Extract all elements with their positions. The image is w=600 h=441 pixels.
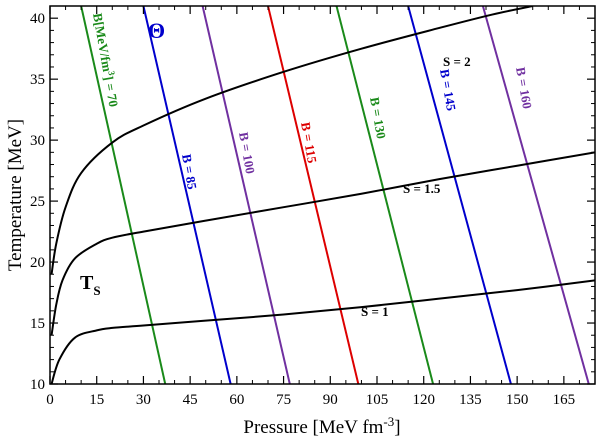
y-tick-label: 40 [30, 11, 45, 27]
bag-line-4 [335, 6, 435, 384]
x-tick-label: 150 [506, 392, 529, 408]
bag-line-1 [142, 6, 232, 384]
ts-label: TS [80, 272, 101, 298]
label-b70: B[MeV/fm3] = 70 [90, 12, 122, 108]
chart-annotations: B[MeV/fm3] = 70 B = 85 B = 100 B = 115 B… [80, 12, 535, 319]
theta-symbol: Θ [148, 18, 165, 43]
bag-line-5 [407, 6, 512, 384]
label-s15: S = 1.5 [403, 181, 441, 196]
label-b85: B = 85 [179, 153, 200, 191]
x-tick-label: 120 [412, 392, 435, 408]
x-tick-label: 165 [553, 392, 576, 408]
y-axis-title: Temperature [MeV] [5, 119, 26, 271]
label-b160: B = 160 [513, 66, 535, 110]
x-axis-title: Pressure [MeV fm-3] [243, 414, 400, 438]
bag-line-0 [80, 6, 167, 384]
x-tick-label: 90 [323, 392, 338, 408]
x-tick-label: 0 [46, 392, 54, 408]
bag-line-2 [201, 6, 291, 384]
label-b130: B = 130 [367, 96, 389, 140]
y-tick-label: 35 [30, 72, 45, 88]
x-tick-label: 105 [366, 392, 389, 408]
isentrope-line-1 [50, 151, 595, 336]
x-tick-label: 45 [183, 392, 198, 408]
y-tick-label: 10 [30, 377, 45, 393]
chart-lines [50, 6, 595, 384]
x-tick-label: 15 [89, 392, 104, 408]
label-b145: B = 145 [437, 68, 459, 113]
label-s1: S = 1 [361, 304, 389, 319]
plot-frame [49, 5, 596, 385]
x-tick-label: 75 [276, 392, 291, 408]
y-tick-label: 30 [30, 133, 45, 149]
x-tick-label: 30 [136, 392, 151, 408]
y-tick-label: 25 [30, 194, 45, 210]
y-tick-label: 20 [30, 255, 45, 271]
isentrope-line-2 [50, 6, 533, 275]
bag-line-6 [481, 6, 590, 384]
bag-line-3 [267, 6, 360, 384]
y-tick-label: 15 [30, 316, 45, 332]
isentrope-line-0 [50, 279, 595, 384]
label-b115: B = 115 [298, 121, 320, 165]
label-s2: S = 2 [443, 54, 471, 69]
x-tick-label: 135 [459, 392, 482, 408]
label-b100: B = 100 [236, 131, 258, 175]
chart-ticks: 0 15 30 45 60 75 90 105 120 135 150 165 10 15 20 25 30 35… [30, 6, 595, 408]
x-tick-label: 60 [229, 392, 244, 408]
